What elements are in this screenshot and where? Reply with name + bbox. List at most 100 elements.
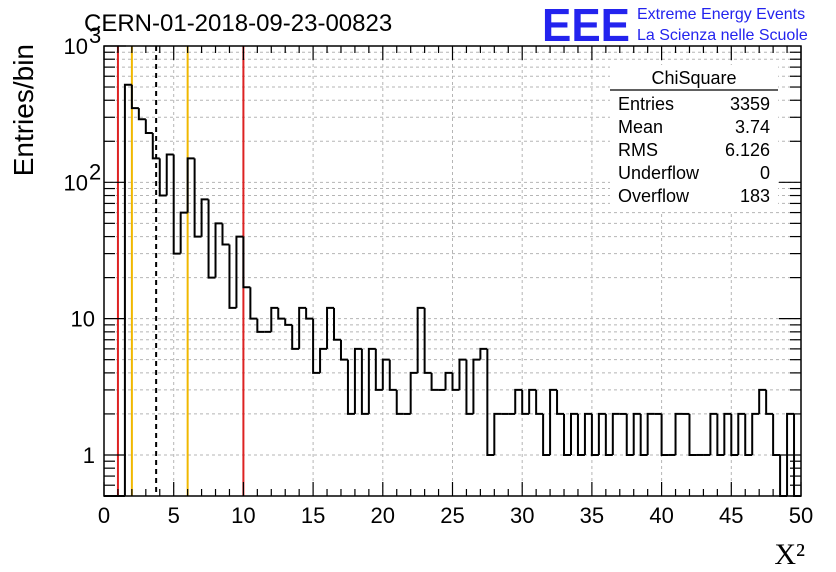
histogram-bin (270, 306, 279, 332)
histogram-bin (597, 412, 606, 455)
histogram-bin (137, 108, 146, 121)
histogram-bin (249, 287, 258, 320)
histogram-bin (472, 358, 481, 414)
stats-row-value: 183 (740, 186, 770, 206)
x-tick-label: 20 (371, 503, 395, 528)
histogram-bin (388, 359, 397, 391)
histogram-bin (625, 413, 634, 456)
stats-row-label: RMS (618, 140, 658, 160)
reference-lines (116, 46, 245, 496)
histogram-bin (291, 324, 300, 350)
histogram-bin (277, 307, 286, 320)
histogram-bin (576, 413, 585, 456)
histogram-bin (590, 413, 599, 456)
y-tick-label-exponent: 2 (89, 159, 101, 184)
x-tick-label: 45 (719, 503, 743, 528)
stats-row-value: 6.126 (725, 140, 770, 160)
histogram-bin (772, 413, 781, 456)
stats-row-value: 0 (760, 163, 770, 183)
histogram-bin (409, 371, 418, 414)
histogram-bin (563, 413, 571, 456)
histogram-bin (639, 413, 648, 456)
histogram-bin (179, 211, 188, 254)
histogram-bin (451, 372, 460, 391)
histogram-bin (158, 158, 167, 197)
histogram-bin (423, 307, 432, 374)
stats-row-value: 3359 (730, 94, 770, 114)
histogram-bin (367, 347, 376, 414)
histogram-bin (374, 348, 383, 391)
histogram-bin (556, 389, 565, 415)
histogram-bin (688, 413, 697, 456)
histogram-bin (458, 358, 467, 390)
logo-mark: EEE (542, 0, 630, 51)
histogram-bin (737, 412, 746, 455)
histogram-bin (256, 318, 265, 333)
eee-logo: EEE Extreme Energy Events La Scienza nel… (542, 0, 808, 51)
histogram-bin (528, 388, 537, 414)
histogram-bin (144, 119, 153, 135)
x-tick-label: 15 (301, 503, 325, 528)
histogram-bin (360, 348, 369, 415)
y-tick-label-exponent: 3 (89, 23, 101, 48)
histogram-bin (549, 388, 558, 455)
stats-row-label: Overflow (618, 186, 690, 206)
histogram-bin (298, 306, 307, 349)
histogram-bin (465, 359, 474, 415)
histogram-bin (284, 318, 293, 326)
histogram-bin (535, 389, 544, 415)
histogram-bin (319, 347, 328, 373)
histogram-bin (151, 133, 160, 160)
histogram-bin (242, 236, 251, 289)
stats-title: ChiSquare (651, 68, 736, 88)
stats-row-label: Entries (618, 94, 674, 114)
stats-row-label: Mean (618, 117, 663, 137)
histogram-bin (521, 389, 530, 415)
histogram-bin (444, 371, 453, 390)
histogram-bin (339, 339, 348, 361)
stats-row-value: 3.74 (735, 117, 770, 137)
histogram-bin (674, 412, 683, 455)
histogram-bin (514, 388, 523, 414)
logo-line-1: Extreme Energy Events (637, 6, 805, 23)
histogram-bin (353, 347, 362, 414)
histogram-bin (744, 413, 753, 456)
histogram-bin (221, 223, 230, 246)
histogram-bin (486, 348, 495, 456)
histogram-bin (709, 412, 718, 455)
histogram-bin (646, 412, 655, 455)
y-tick-label: 10 (71, 307, 95, 332)
histogram-bin (172, 154, 181, 255)
histogram-bin (479, 347, 488, 360)
histogram-bin (207, 199, 216, 279)
stats-row-label: Underflow (618, 163, 700, 183)
histogram-bin (430, 372, 439, 391)
histogram-bin (333, 307, 341, 341)
histogram-bin (611, 412, 620, 455)
histogram-bin (660, 413, 669, 456)
y-tick-label: 10 (64, 34, 88, 59)
histogram-bin (493, 412, 502, 455)
x-tick-label: 10 (231, 503, 255, 528)
y-tick-label: 10 (64, 170, 88, 195)
logo-line-2: La Scienza nelle Scuole (637, 27, 808, 44)
x-tick-label: 5 (168, 503, 180, 528)
histogram-bin (583, 412, 592, 455)
histogram-bin (228, 244, 237, 309)
histogram-bin (305, 307, 314, 320)
y-axis-title: Entries/bin (8, 44, 39, 176)
histogram-bin (604, 413, 613, 456)
axis-ticks (103, 45, 802, 497)
histogram-bin (200, 198, 209, 237)
histogram-bin (312, 318, 321, 374)
histogram-bin (186, 157, 195, 213)
plot-title: CERN-01-2018-09-23-00823 (84, 10, 392, 37)
histogram-bin (346, 359, 355, 415)
histogram-bin (632, 412, 641, 455)
stats-box: ChiSquare Entries 3359 Mean 3.74 RMS 6.126 Und… (610, 65, 778, 212)
x-tick-label: 30 (510, 503, 534, 528)
histogram-bin (214, 222, 223, 278)
histogram-bin (542, 413, 551, 456)
x-tick-labels: 0 5 10 15 20 25 30 35 40 45 50 (98, 503, 813, 528)
